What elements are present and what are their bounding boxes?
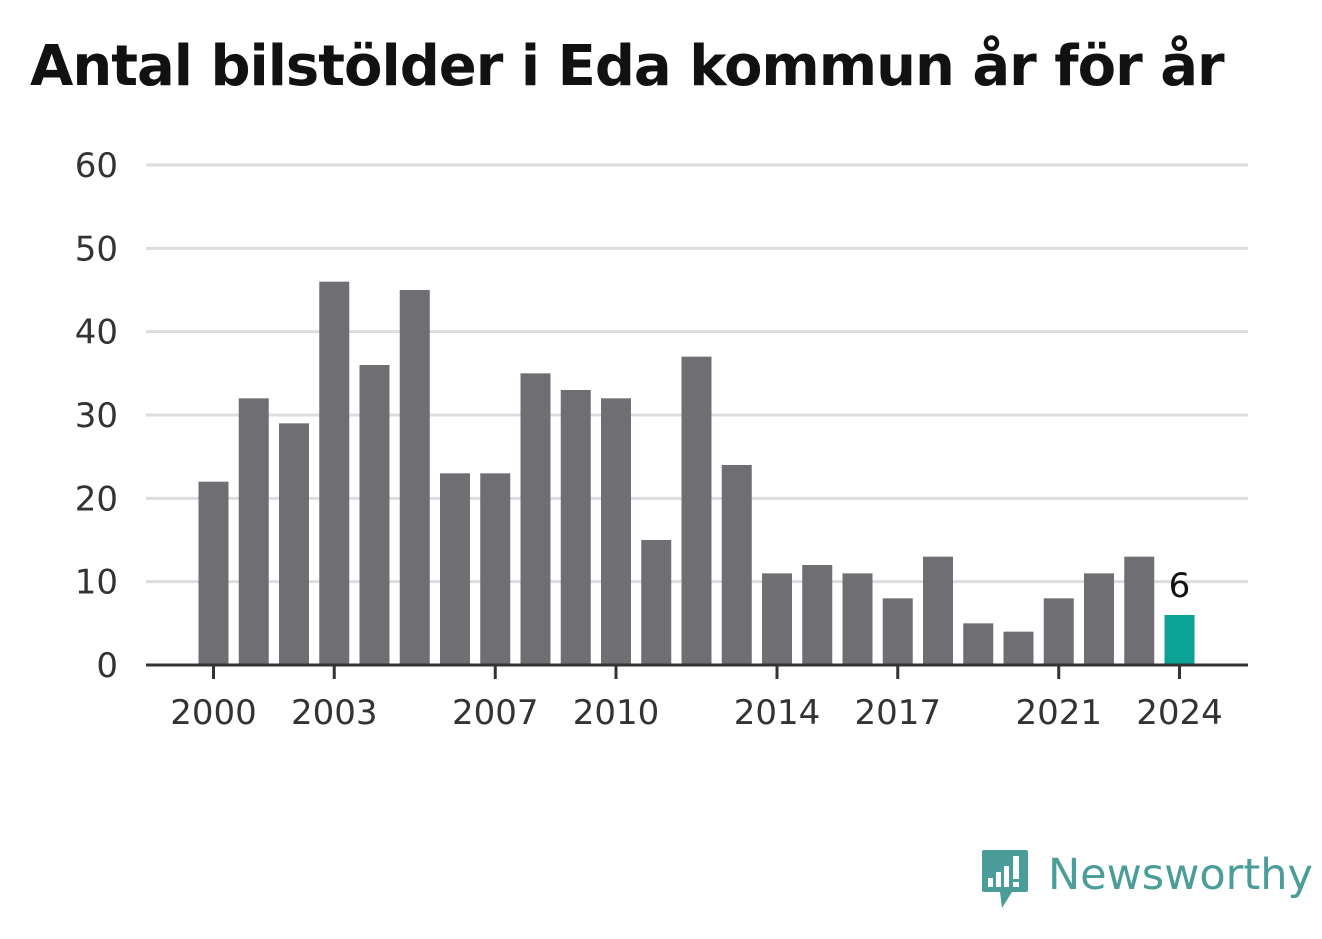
bar-2024	[1164, 615, 1195, 665]
data-labels: 6	[1169, 566, 1191, 606]
x-tick-label: 2010	[573, 693, 660, 733]
x-tick-label: 2021	[1015, 693, 1102, 733]
bars	[198, 281, 1195, 665]
bar-2012	[681, 356, 712, 665]
y-axis-ticks: 0 10 20 30 40 50 60	[75, 146, 118, 686]
bar-2001	[238, 398, 269, 665]
bar-2018	[923, 556, 953, 665]
bar-2022	[1084, 573, 1114, 665]
y-tick-label: 0	[96, 646, 118, 686]
bar-2019	[963, 623, 994, 665]
chart-title: Antal bilstölder i Eda kommun år för år	[30, 34, 1225, 99]
bar-2010	[601, 398, 631, 665]
bar-2020	[1003, 631, 1034, 665]
y-tick-label: 30	[75, 396, 118, 436]
x-tick-label: 2000	[170, 693, 257, 733]
bar-2013	[721, 465, 752, 665]
y-tick-label: 40	[75, 313, 118, 353]
x-tick-label: 2024	[1136, 693, 1223, 733]
bar-2003	[319, 281, 350, 665]
bar-2000	[198, 481, 229, 665]
bar-2017	[882, 598, 913, 665]
bar-2006	[440, 473, 470, 665]
bar-2014	[762, 573, 792, 665]
newsworthy-bar-chart-icon	[982, 850, 1028, 908]
bar-2007	[480, 473, 511, 665]
bar-2021	[1043, 598, 1074, 665]
x-tick-label: 2003	[291, 693, 378, 733]
bar-2004	[359, 365, 390, 665]
bar-2015	[802, 565, 833, 665]
bar-2023	[1124, 556, 1155, 665]
y-tick-label: 10	[75, 563, 118, 603]
brand-name: Newsworthy	[1048, 850, 1313, 900]
bar-2016	[842, 573, 873, 665]
x-tick-label: 2017	[854, 693, 941, 733]
highlight-value-label: 6	[1169, 566, 1191, 606]
x-tick-label: 2014	[734, 693, 821, 733]
bar-2011	[641, 540, 672, 665]
y-tick-label: 50	[75, 229, 118, 269]
y-tick-label: 20	[75, 479, 118, 519]
y-tick-label: 60	[75, 146, 118, 186]
x-tick-label: 2007	[452, 693, 539, 733]
x-axis-ticks: 2000 2003 2007 2010 2014 2017 2021 2024	[146, 663, 1248, 733]
bar-2008	[520, 373, 551, 665]
bar-2002	[279, 423, 309, 665]
bar-2005	[399, 290, 430, 665]
bar-2009	[560, 390, 591, 665]
